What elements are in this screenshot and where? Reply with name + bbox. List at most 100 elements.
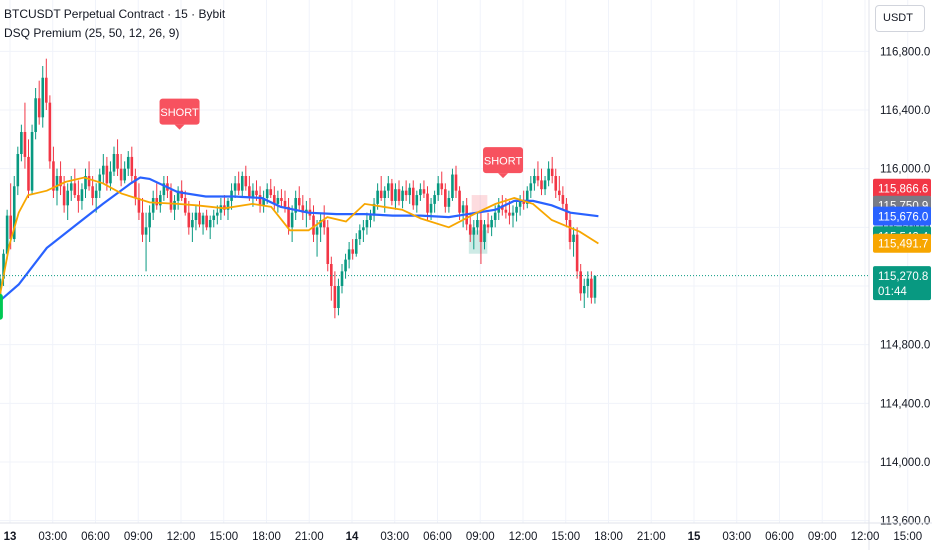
candle-body (397, 189, 401, 201)
price-tick-label: 114,800.0 (880, 340, 930, 352)
candle-body (48, 102, 52, 162)
candle-body (533, 176, 536, 184)
candle-body (333, 286, 337, 308)
candle-body (387, 183, 390, 191)
candle-body (16, 154, 20, 187)
candle-body (458, 190, 461, 213)
time-tick-label: 09:00 (808, 531, 837, 543)
candle-body (586, 278, 590, 286)
candle-body (572, 234, 575, 242)
candle-body (369, 215, 372, 220)
time-axis[interactable]: 13 03:00 06:00 09:00 12:00 15:00 18:00 21:00 14 0… (4, 531, 932, 543)
price-tick-label: 114,400.0 (880, 398, 930, 410)
candle-body (529, 183, 533, 191)
candle-body (80, 189, 84, 201)
candle-body (379, 190, 383, 198)
candle-body (30, 132, 34, 191)
candle-body (554, 176, 558, 191)
candle-body (472, 227, 476, 235)
candle-body (20, 132, 23, 154)
candle-body (390, 183, 394, 201)
candle-body (248, 186, 251, 198)
candle-body (205, 215, 208, 228)
candle-body (422, 189, 426, 194)
candle-body (9, 215, 12, 240)
signal-label-text: SHORT (484, 156, 523, 168)
time-tick-label: 06:00 (423, 531, 452, 543)
candle-body (34, 98, 37, 132)
candle-body (347, 249, 351, 260)
candle-body (461, 205, 465, 213)
candle-body (148, 212, 151, 228)
price-label-box (873, 266, 931, 301)
candle-body (490, 220, 493, 228)
candlestick-series (0, 58, 597, 319)
signal-label: SHORT (483, 147, 524, 179)
price-tick-label: 114,000.0 (880, 457, 930, 469)
ema-slow-line (0, 176, 599, 302)
price-label-value: 115,676.0 (878, 212, 928, 224)
candle-body (451, 174, 454, 198)
candle-body (240, 176, 244, 191)
candle-body (511, 212, 515, 216)
candle-body (561, 195, 565, 204)
candle-body (522, 200, 525, 204)
candle-body (525, 190, 529, 204)
signal-markers: SHORT SHORT NG (0, 98, 524, 320)
candle-body (283, 200, 287, 207)
price-label-value: 115,866.6 (878, 184, 928, 196)
candle-body (59, 176, 62, 187)
candle-body (162, 183, 166, 196)
symbol-legend[interactable]: BTCUSDT Perpetual Contract · 15 · Bybit (4, 7, 226, 21)
candle-body (476, 220, 479, 228)
candle-body (444, 189, 447, 207)
candle-body (45, 77, 48, 103)
candle-body (216, 212, 219, 216)
candle-body (433, 195, 436, 204)
candle-body (84, 176, 87, 190)
candle-body (486, 224, 490, 228)
candle-body (151, 198, 155, 213)
time-tick-label: 12:00 (509, 531, 538, 543)
price-label-box (873, 178, 931, 198)
candle-body (426, 193, 429, 213)
candle-body (493, 212, 497, 220)
candle-body (376, 190, 379, 204)
candle-body (262, 198, 265, 206)
candle-body (344, 259, 347, 272)
signal-zone (471, 195, 488, 213)
price-label-box (873, 233, 931, 253)
currency-selector[interactable]: USDT (875, 5, 925, 32)
price-axis-labels: 115,866.6115,750.9115,676.0115,542.4115,… (873, 178, 931, 301)
candle-body (540, 180, 543, 190)
candle-body (543, 180, 547, 190)
candle-body (518, 200, 522, 207)
candle-body (429, 203, 433, 213)
candle-body (404, 190, 408, 196)
signal-label-box (483, 147, 524, 174)
candle-body (137, 198, 141, 213)
candle-body (547, 168, 550, 181)
time-tick-label: 12:00 (167, 531, 196, 543)
time-tick-label: 03:00 (380, 531, 409, 543)
time-tick-label: 03:00 (722, 531, 751, 543)
candle-body (411, 187, 415, 206)
indicator-legend[interactable]: DSQ Premium (25, 50, 12, 26, 9) (4, 26, 180, 40)
price-label-value: 115,491.7 (878, 239, 928, 251)
candle-body (354, 239, 358, 254)
candle-body (290, 212, 294, 228)
candle-body (69, 183, 73, 191)
candle-body (62, 186, 66, 206)
candle-body (326, 227, 330, 264)
candle-body (276, 198, 280, 204)
candle-body (265, 189, 269, 198)
candle-body (191, 220, 194, 228)
candle-body (483, 224, 486, 242)
candle-body (212, 215, 216, 220)
candle-body (173, 200, 176, 210)
candle-body (176, 190, 180, 201)
candle-body (194, 212, 198, 220)
candle-body (251, 190, 255, 198)
candle-body (116, 154, 119, 169)
